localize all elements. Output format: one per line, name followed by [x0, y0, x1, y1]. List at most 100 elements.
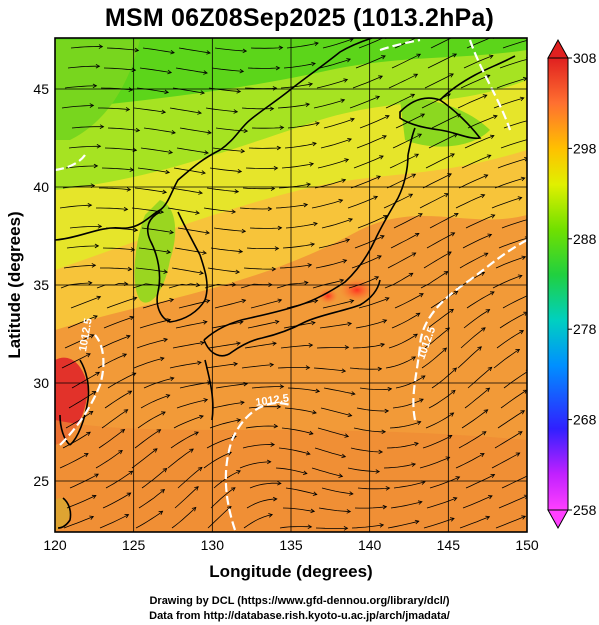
streamline-arrowhead [485, 309, 491, 314]
streamline [286, 300, 318, 309]
longitude-tick-label: 135 [279, 537, 303, 553]
streamline [101, 167, 134, 171]
streamline-arrowhead [166, 318, 172, 323]
streamline [104, 390, 132, 409]
streamline-arrowhead [379, 155, 384, 160]
streamline-arrowhead [268, 513, 273, 518]
streamline-arrowhead [156, 429, 162, 434]
streamline-arrowhead [279, 125, 285, 130]
streamline-arrowhead [341, 368, 347, 373]
streamline-arrowhead [451, 389, 456, 395]
streamline-arrowhead [307, 524, 313, 530]
streamline [68, 391, 97, 409]
streamline-arrowhead [414, 441, 419, 447]
streamline-arrowhead [310, 508, 316, 514]
streamline-arrowhead [166, 249, 172, 255]
streamline-arrowhead [189, 448, 194, 453]
streamline [101, 409, 128, 429]
streamline [385, 94, 415, 109]
streamline-arrowhead [530, 118, 534, 122]
streamline [387, 252, 416, 269]
streamline-arrowhead [93, 163, 99, 169]
streamline-arrowhead [97, 224, 103, 229]
streamline-arrowhead [191, 506, 197, 512]
streamline-arrowhead [96, 295, 102, 301]
streamline [280, 344, 313, 349]
streamline [503, 371, 527, 389]
streamline-arrowhead [481, 431, 487, 436]
streamline-arrowhead [306, 182, 312, 187]
streamline-arrowhead [158, 510, 164, 515]
streamline-arrowhead [236, 89, 242, 94]
streamline [383, 463, 416, 469]
streamline [467, 366, 492, 389]
streamline-arrowhead [270, 442, 276, 447]
streamline-arrowhead [373, 195, 379, 200]
streamline-arrowhead [202, 320, 208, 325]
streamline [207, 267, 240, 273]
streamline-arrowhead [378, 75, 383, 80]
streamline [457, 346, 482, 369]
colorbar-gradient [547, 57, 569, 511]
streamline-arrowhead [515, 348, 521, 354]
streamline [282, 243, 315, 249]
streamline-arrowhead [528, 218, 532, 222]
streamline-arrowhead [272, 86, 278, 91]
streamline [393, 481, 426, 489]
streamline [169, 107, 202, 114]
streamline-arrowhead [384, 115, 390, 120]
streamline [358, 297, 390, 309]
streamline [246, 247, 279, 249]
colorbar-tick-labels: 308 298 288 278 268 258 [568, 50, 597, 518]
colorbar: 308 298 288 278 268 258 [547, 38, 597, 530]
streamline [495, 256, 526, 269]
streamline [464, 135, 495, 149]
streamline-arrowhead [344, 158, 350, 163]
streamline [139, 319, 171, 329]
streamline-arrowhead [387, 386, 393, 392]
streamline-arrowhead [452, 367, 458, 373]
streamline-arrowhead [303, 280, 309, 286]
streamline [462, 495, 493, 509]
streamline-arrowhead [449, 308, 454, 314]
streamline [347, 467, 380, 472]
streamline [178, 300, 210, 309]
streamline [500, 389, 527, 409]
streamline [241, 107, 274, 110]
streamline-arrowhead [308, 430, 314, 436]
streamline-arrowhead [200, 340, 205, 346]
streamline [131, 448, 158, 469]
streamline [65, 165, 98, 169]
streamline-arrowhead [489, 134, 495, 139]
streamline-arrowhead [520, 176, 526, 182]
streamline-arrowhead [415, 312, 421, 317]
streamline [62, 431, 91, 449]
streamline [283, 63, 316, 69]
streamline [99, 514, 129, 529]
longitude-tick-label: 120 [43, 537, 67, 553]
streamline-arrowhead [485, 74, 491, 79]
wind-streamlines [59, 34, 534, 531]
streamline-arrowhead [236, 470, 241, 475]
streamline [210, 247, 243, 253]
streamline-arrowhead [242, 48, 248, 54]
streamline [276, 282, 308, 289]
streamline [140, 147, 173, 153]
streamline [419, 193, 449, 209]
streamline [457, 94, 487, 109]
streamline [241, 364, 274, 369]
streamline [430, 290, 458, 309]
streamline-arrowhead [488, 54, 494, 59]
streamline [246, 498, 277, 509]
streamline [99, 187, 131, 191]
streamline [275, 467, 307, 474]
streamline [354, 506, 387, 509]
streamline [71, 371, 100, 389]
streamline-arrowhead [455, 34, 459, 38]
streamline-arrowhead [453, 213, 459, 218]
streamline-arrowhead [483, 174, 489, 179]
streamline [213, 227, 246, 232]
streamline [143, 127, 176, 134]
streamline [461, 154, 491, 169]
streamline [322, 38, 354, 49]
